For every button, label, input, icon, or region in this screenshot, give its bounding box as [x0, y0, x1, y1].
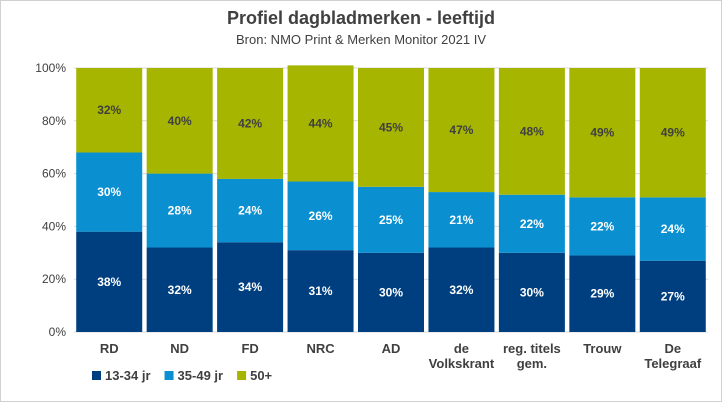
legend-label: 50+	[250, 368, 272, 383]
bar-segment	[428, 247, 495, 332]
data-label: 24%	[661, 222, 685, 236]
bar-segment	[569, 197, 636, 256]
bar-segment	[569, 255, 636, 332]
y-tick-label: 60%	[42, 167, 66, 181]
data-label: 34%	[238, 280, 262, 294]
x-tick-label: De	[664, 341, 681, 356]
x-tick-label: Telegraaf	[644, 356, 702, 371]
x-tick-label: de	[454, 341, 469, 356]
y-tick-label: 0%	[49, 325, 67, 339]
legend-label: 35-49 jr	[178, 368, 224, 383]
bar-segment	[639, 68, 706, 198]
data-label: 32%	[97, 103, 121, 117]
bar-segment	[76, 152, 143, 232]
bar-segment	[217, 68, 284, 179]
bar-segment	[146, 247, 213, 332]
legend-label: 13-34 jr	[105, 368, 151, 383]
data-label: 30%	[379, 285, 403, 299]
bar-segment	[639, 260, 706, 332]
data-label: 48%	[520, 124, 544, 138]
bar-segment	[358, 186, 424, 253]
x-tick-label: Trouw	[583, 341, 622, 356]
y-tick-label: 20%	[42, 272, 66, 286]
bar-segment	[217, 178, 284, 243]
bar-segment	[287, 250, 354, 332]
bar-segment	[358, 252, 424, 332]
bar-segment	[76, 231, 143, 332]
data-label: 49%	[590, 126, 614, 140]
bar-segment	[428, 192, 495, 248]
data-label: 27%	[661, 289, 685, 303]
data-label: 31%	[309, 284, 333, 298]
data-label: 26%	[309, 209, 333, 223]
bar-segment	[287, 181, 354, 251]
bar-segment	[76, 68, 143, 153]
data-label: 44%	[309, 116, 333, 130]
legend-swatch	[237, 371, 247, 380]
x-tick-label: AD	[382, 341, 401, 356]
x-tick-label: gem.	[517, 356, 547, 371]
data-label: 30%	[520, 285, 544, 299]
data-label: 30%	[97, 185, 121, 199]
x-tick-label: FD	[241, 341, 258, 356]
y-tick-label: 40%	[42, 219, 66, 233]
data-label: 24%	[238, 204, 262, 218]
bar-segment	[639, 197, 706, 261]
data-label: 21%	[449, 213, 473, 227]
data-label: 29%	[590, 287, 614, 301]
x-tick-label: Volkskrant	[429, 356, 495, 371]
data-label: 47%	[449, 123, 473, 137]
data-label: 22%	[590, 219, 614, 233]
data-label: 38%	[97, 275, 121, 289]
bar-segment	[358, 68, 424, 187]
chart-subtitle: Bron: NMO Print & Merken Monitor 2021 IV	[236, 32, 486, 47]
bar-segment	[498, 194, 565, 253]
data-label: 49%	[661, 126, 685, 140]
bar-segment	[146, 173, 213, 248]
x-tick-label: ND	[170, 341, 189, 356]
bar-segment	[498, 68, 565, 195]
data-label: 25%	[379, 213, 403, 227]
data-label: 22%	[520, 217, 544, 231]
data-label: 45%	[379, 120, 403, 134]
legend-swatch	[92, 371, 101, 380]
data-label: 32%	[168, 283, 192, 297]
data-label: 32%	[449, 283, 473, 297]
bar-segment	[569, 68, 636, 198]
legend-swatch	[164, 371, 174, 380]
data-label: 40%	[168, 114, 192, 128]
bar-segment	[146, 68, 213, 174]
data-label: 28%	[168, 204, 192, 218]
x-tick-label: NRC	[306, 341, 335, 356]
bar-segment	[428, 68, 495, 193]
x-tick-label: reg. titels	[503, 341, 561, 356]
data-label: 42%	[238, 116, 262, 130]
bar-segment	[287, 65, 354, 182]
y-tick-label: 100%	[35, 61, 66, 75]
bar-segment	[217, 242, 284, 332]
x-tick-label: RD	[100, 341, 119, 356]
chart-title: Profiel dagbladmerken - leeftijd	[226, 8, 496, 28]
y-tick-label: 80%	[42, 114, 66, 128]
bar-segment	[498, 252, 565, 332]
